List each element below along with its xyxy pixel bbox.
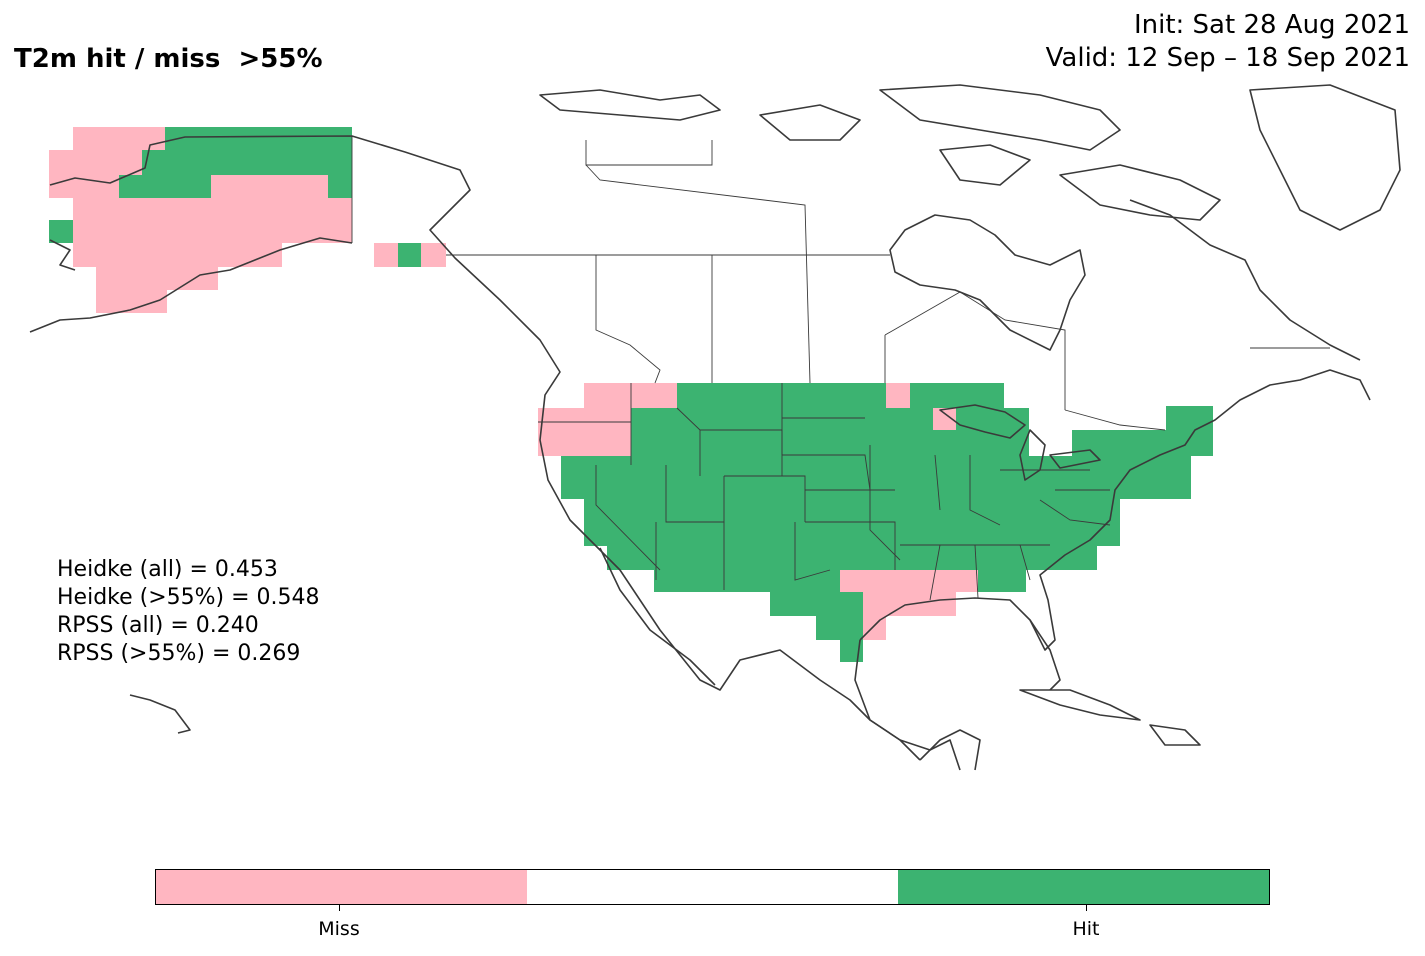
- colorbar-neutral: [527, 870, 898, 904]
- colorbar-tick-miss: [339, 905, 340, 911]
- init-date: Init: Sat 28 Aug 2021: [1133, 10, 1410, 40]
- score-rpss-55: RPSS (>55%) = 0.269: [57, 641, 301, 666]
- political-borders: [351, 136, 1330, 601]
- score-heidke-all: Heidke (all) = 0.453: [57, 557, 278, 582]
- skill-scores: Heidke (all) = 0.453 Heidke (>55%) = 0.5…: [57, 556, 320, 668]
- valid-period: Valid: 12 Sep – 18 Sep 2021: [1045, 43, 1410, 73]
- colorbar-miss: [156, 870, 527, 904]
- coastlines: [29, 84, 1401, 771]
- score-heidke-55: Heidke (>55%) = 0.548: [57, 585, 320, 610]
- map-title: T2m hit / miss >55%: [14, 44, 323, 74]
- map-panel: [14, 81, 1410, 778]
- colorbar-label-miss: Miss: [318, 918, 360, 940]
- colorbar-label-hit: Hit: [1072, 918, 1100, 940]
- conus-cells: [538, 383, 1213, 662]
- alaska-cells: [49, 127, 446, 313]
- colorbar-tick-hit: [1086, 905, 1087, 911]
- colorbar: [155, 869, 1270, 905]
- map-canvas: [29, 84, 1401, 771]
- colorbar-hit: [898, 870, 1269, 904]
- score-rpss-all: RPSS (all) = 0.240: [57, 613, 259, 638]
